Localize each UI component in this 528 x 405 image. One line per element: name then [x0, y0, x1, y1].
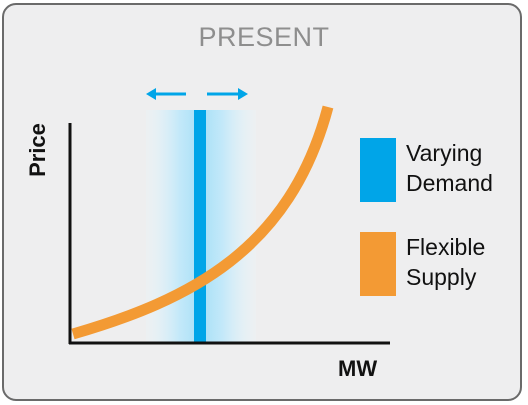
legend-swatch-demand — [360, 138, 396, 202]
demand-bar — [194, 110, 206, 344]
arrow-left-icon — [146, 88, 186, 100]
legend-swatch-supply — [360, 232, 396, 296]
arrow-right-icon — [207, 88, 248, 100]
supply-curve — [71, 105, 334, 340]
y-axis-label: Price — [25, 123, 50, 177]
panel-title: PRESENT — [198, 22, 330, 52]
legend-label-demand: Varying Demand — [406, 140, 493, 196]
legend-label-supply: Flexible Supply — [406, 234, 486, 290]
legend-item-demand: Varying Demand — [360, 138, 528, 202]
legend-item-supply: Flexible Supply — [360, 232, 528, 296]
x-axis-label: MW — [338, 356, 378, 381]
